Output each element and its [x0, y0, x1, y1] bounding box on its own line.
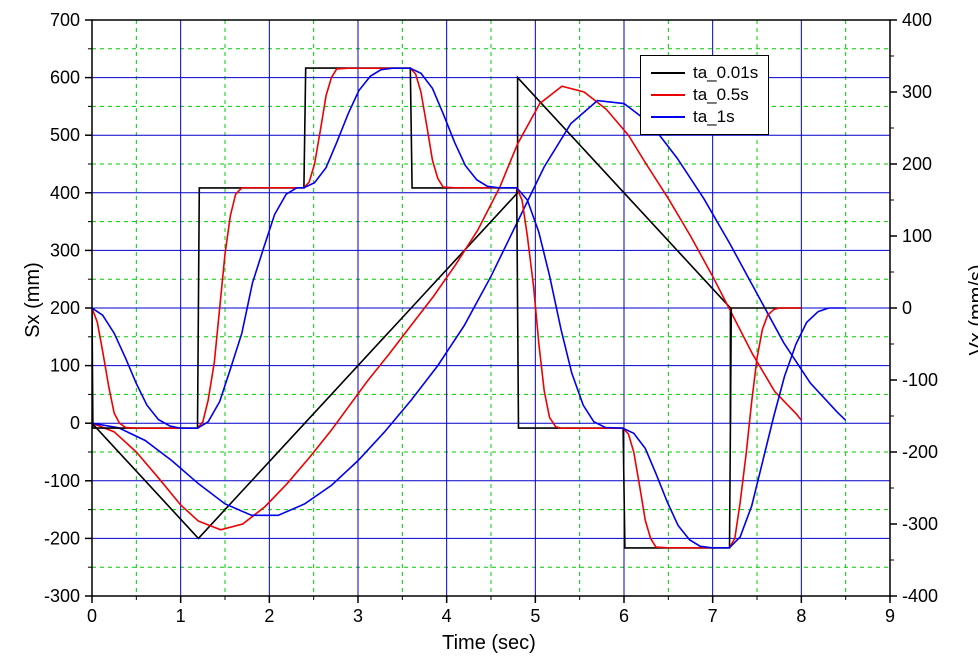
x-axis-label: Time (sec) — [0, 632, 978, 655]
y-left-axis-label: Sx (mm) — [22, 200, 45, 400]
legend-label: ta_1s — [693, 107, 735, 127]
y-right-tick-label: 400 — [902, 10, 932, 30]
y-right-axis-label: Vx (mm/s) — [966, 210, 978, 410]
legend-label: ta_0.01s — [693, 63, 758, 83]
y-right-tick-label: -400 — [902, 586, 938, 606]
legend: ta_0.01sta_0.5sta_1s — [640, 55, 769, 135]
y-left-tick-label: 400 — [50, 183, 80, 203]
legend-swatch — [651, 72, 685, 74]
x-tick-label: 1 — [176, 606, 186, 626]
legend-label: ta_0.5s — [693, 85, 749, 105]
x-tick-label: 4 — [442, 606, 452, 626]
x-tick-label: 3 — [353, 606, 363, 626]
legend-item: ta_0.5s — [651, 84, 758, 106]
y-right-tick-label: 0 — [902, 298, 912, 318]
chart-svg: 0 1 2 3 4 5 6 7 8 9 -300 -200 -100 0 100 200 300 400 500 60… — [0, 0, 978, 661]
x-tick-label: 2 — [264, 606, 274, 626]
x-tick-label: 5 — [530, 606, 540, 626]
x-tick-label: 9 — [885, 606, 895, 626]
legend-swatch — [651, 116, 685, 118]
y-right-tick-label: 100 — [902, 226, 932, 246]
y-left-tick-label: 700 — [50, 10, 80, 30]
legend-swatch — [651, 94, 685, 96]
x-tick-label: 6 — [619, 606, 629, 626]
chart-container: 0 1 2 3 4 5 6 7 8 9 -300 -200 -100 0 100 200 300 400 500 60… — [0, 0, 978, 661]
y-left-tick-label: 200 — [50, 298, 80, 318]
legend-item: ta_0.01s — [651, 62, 758, 84]
y-left-tick-label: 100 — [50, 356, 80, 376]
y-right-tick-label: 300 — [902, 82, 932, 102]
y-right-tick-label: -300 — [902, 514, 938, 534]
x-tick-label: 7 — [708, 606, 718, 626]
y-right-tick-label: -100 — [902, 370, 938, 390]
y-left-tick-label: -300 — [44, 586, 80, 606]
legend-item: ta_1s — [651, 106, 758, 128]
y-left-tick-label: 0 — [70, 413, 80, 433]
y-left-tick-label: 500 — [50, 125, 80, 145]
y-left-tick-label: -200 — [44, 528, 80, 548]
y-left-tick-label: -100 — [44, 471, 80, 491]
y-right-tick-label: 200 — [902, 154, 932, 174]
y-left-tick-label: 600 — [50, 68, 80, 88]
y-right-tick-label: -200 — [902, 442, 938, 462]
x-tick-label: 8 — [796, 606, 806, 626]
x-tick-label: 0 — [87, 606, 97, 626]
y-left-tick-label: 300 — [50, 240, 80, 260]
